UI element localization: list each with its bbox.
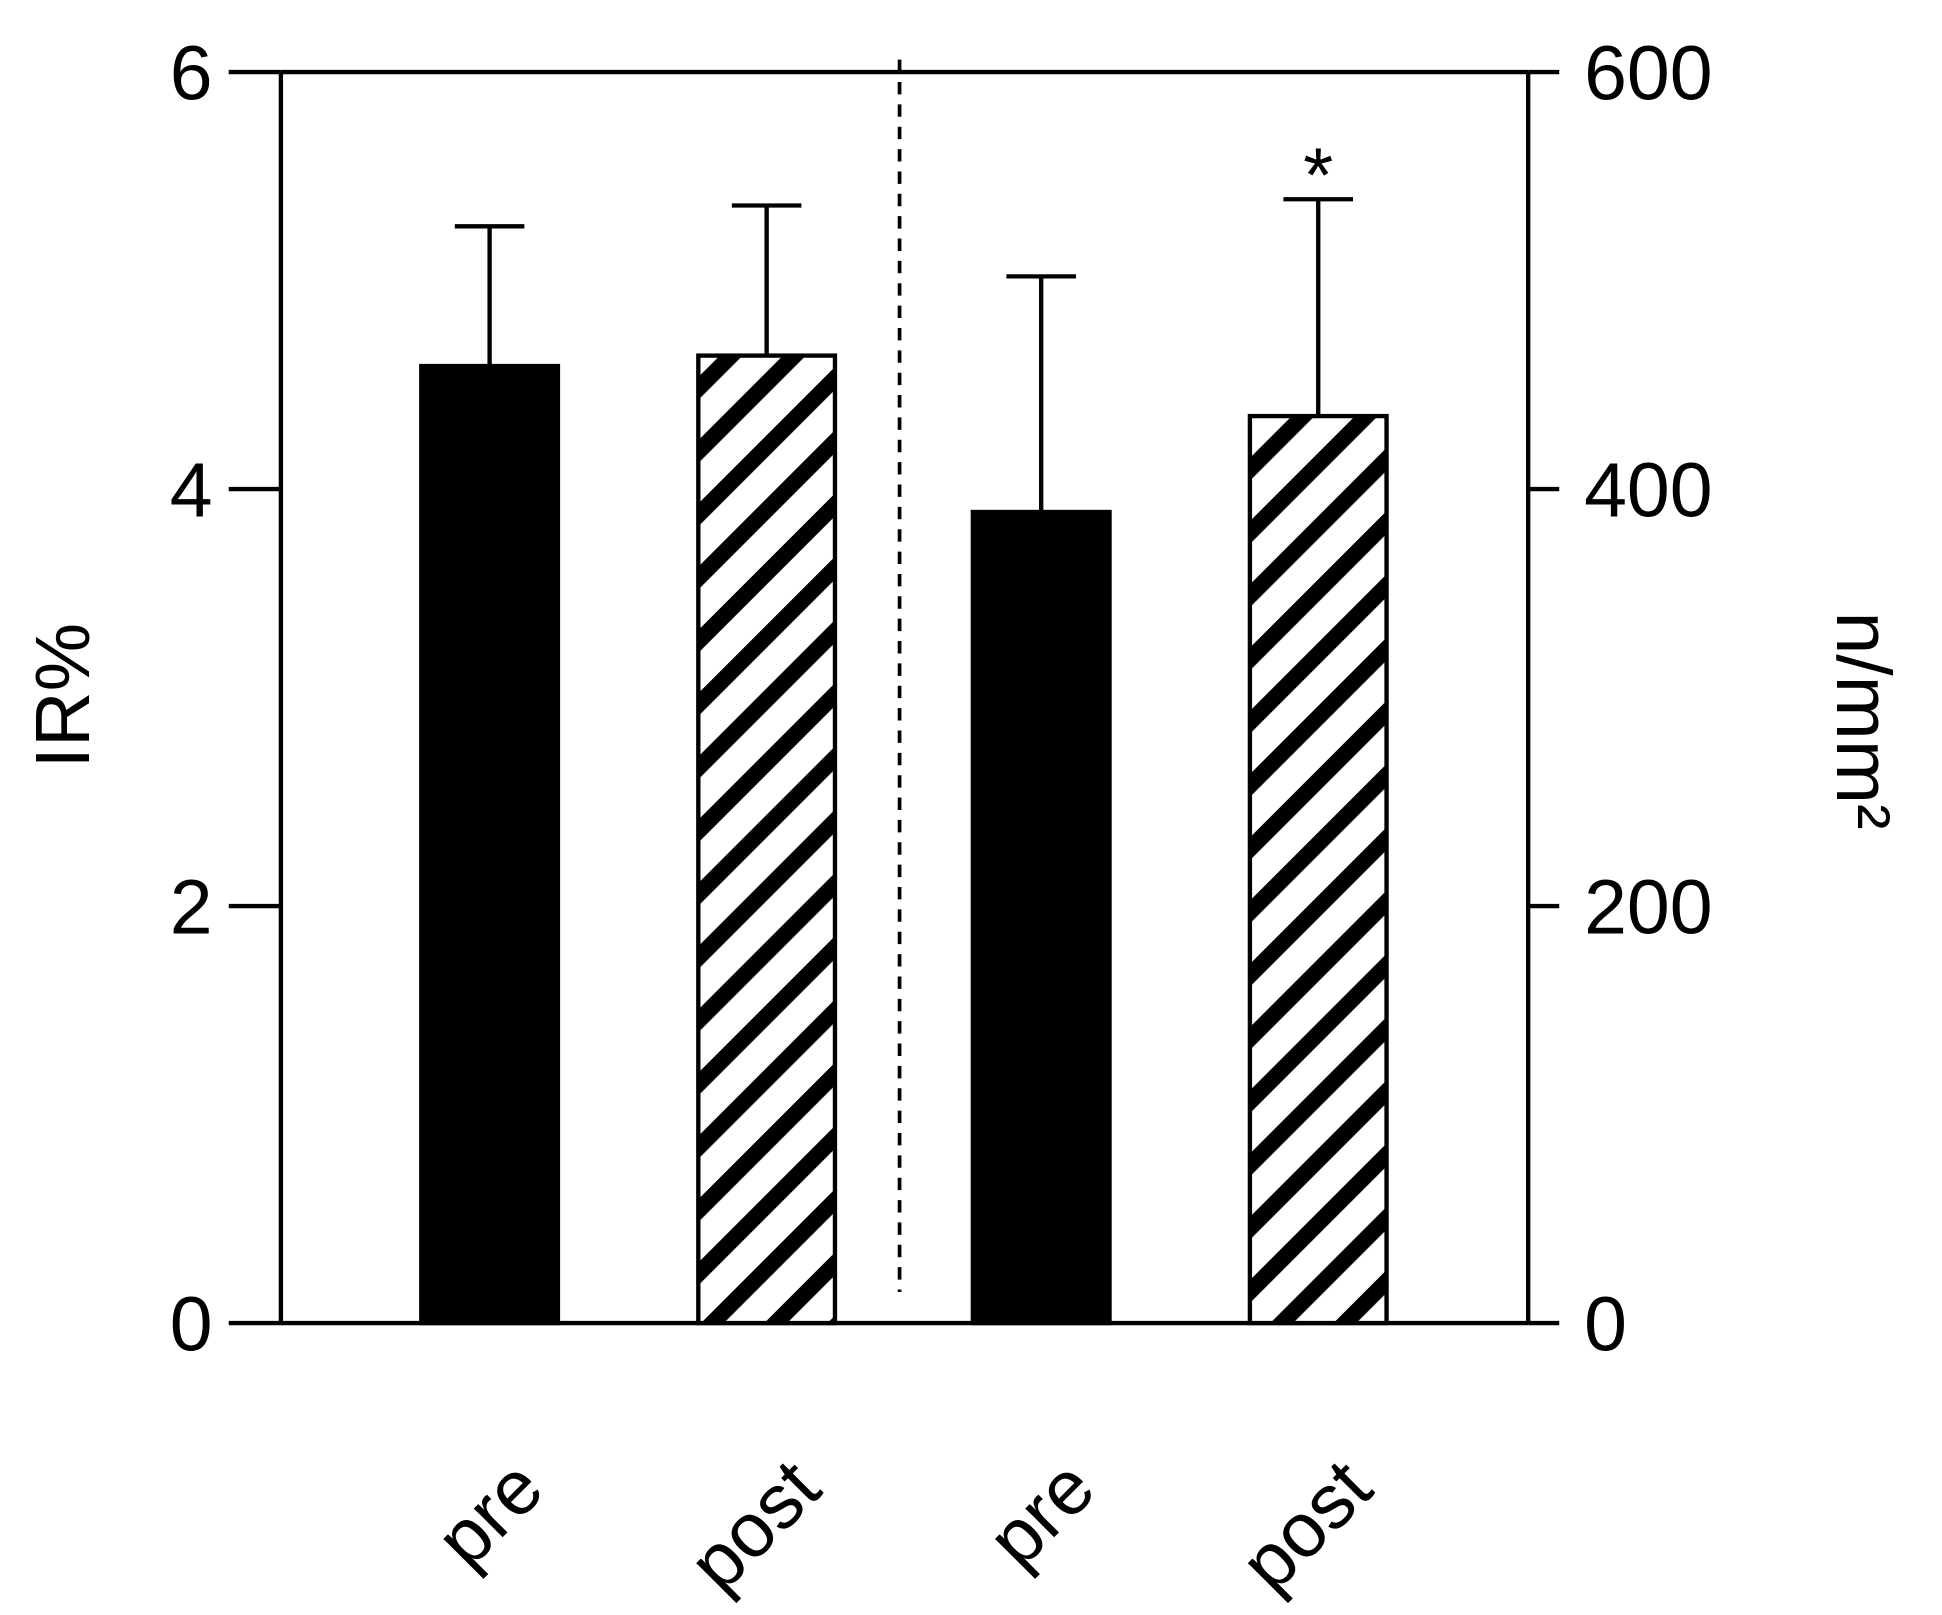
y-tick-label: 4: [170, 447, 213, 533]
y-tick-label: 0: [170, 1281, 213, 1367]
bar: [1247, 413, 1389, 1326]
y2-tick-label: 600: [1584, 30, 1713, 116]
x-tick-label: post: [673, 1444, 837, 1608]
x-tick-label: pre: [971, 1444, 1111, 1584]
bar: [696, 353, 838, 1326]
bar: [970, 509, 1112, 1326]
annotation: *: [1303, 133, 1333, 219]
x-tick-label: post: [1224, 1444, 1388, 1608]
y-axis-label: IR%: [20, 623, 106, 769]
y2-axis-label: n/mm²: [1820, 611, 1906, 829]
x-tick-label: pre: [420, 1444, 560, 1584]
y-tick-label: 2: [170, 864, 213, 950]
y-tick-label: 6: [170, 30, 213, 116]
y2-tick-label: 200: [1584, 864, 1713, 950]
bar: [419, 363, 561, 1326]
y2-tick-label: 0: [1584, 1281, 1627, 1367]
y2-tick-label: 400: [1584, 447, 1713, 533]
